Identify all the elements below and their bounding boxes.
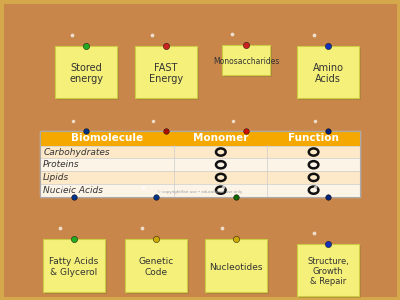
FancyBboxPatch shape [40, 130, 360, 196]
FancyBboxPatch shape [222, 45, 270, 75]
FancyBboxPatch shape [205, 239, 267, 292]
FancyBboxPatch shape [58, 47, 119, 100]
Text: FAST
Energy: FAST Energy [149, 63, 183, 84]
FancyBboxPatch shape [297, 244, 359, 296]
Text: Lipids: Lipids [43, 173, 70, 182]
Text: Monosaccharides: Monosaccharides [213, 57, 279, 66]
Text: Fatty Acids
& Glycerol: Fatty Acids & Glycerol [49, 257, 99, 277]
FancyBboxPatch shape [138, 47, 199, 100]
Text: Biomolecule: Biomolecule [71, 133, 143, 143]
FancyBboxPatch shape [127, 241, 190, 293]
FancyBboxPatch shape [40, 146, 360, 158]
FancyBboxPatch shape [40, 158, 360, 171]
FancyBboxPatch shape [55, 46, 117, 98]
FancyBboxPatch shape [40, 184, 360, 197]
Text: Monomer: Monomer [193, 133, 248, 143]
FancyBboxPatch shape [207, 241, 270, 293]
Text: Stored
energy: Stored energy [69, 63, 103, 84]
Text: Carbohydrates: Carbohydrates [43, 148, 110, 157]
Text: Genetic
Code: Genetic Code [138, 257, 174, 277]
Text: © copyright/fair use • educational use only: © copyright/fair use • educational use o… [158, 190, 242, 194]
Text: Nucleotides: Nucleotides [209, 262, 263, 272]
Text: Structure,
Growth
& Repair: Structure, Growth & Repair [307, 256, 349, 286]
FancyBboxPatch shape [46, 241, 107, 293]
FancyBboxPatch shape [40, 130, 360, 146]
FancyBboxPatch shape [224, 47, 272, 77]
FancyBboxPatch shape [135, 46, 197, 98]
Text: Nucleic Acids: Nucleic Acids [43, 186, 103, 195]
FancyBboxPatch shape [299, 245, 362, 298]
FancyBboxPatch shape [299, 47, 362, 100]
FancyBboxPatch shape [40, 171, 360, 184]
Text: Function: Function [288, 133, 339, 143]
FancyBboxPatch shape [125, 239, 187, 292]
Text: Proteins: Proteins [43, 160, 80, 169]
FancyBboxPatch shape [297, 46, 359, 98]
FancyBboxPatch shape [43, 239, 105, 292]
Text: Amino
Acids: Amino Acids [312, 63, 344, 84]
